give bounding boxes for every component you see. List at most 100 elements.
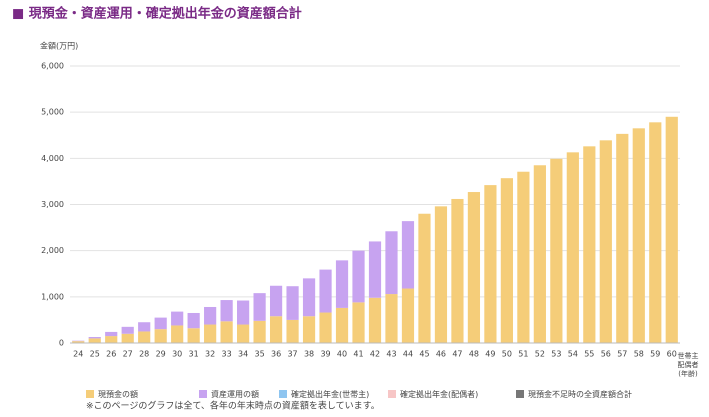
bar: [616, 133, 629, 343]
bar: [665, 116, 678, 344]
bar: [269, 285, 283, 317]
x-tick-label: 43: [386, 350, 396, 359]
bar: [269, 316, 283, 343]
x-tick-label: 56: [601, 350, 611, 359]
x-tick-label: 47: [452, 350, 462, 359]
bar: [335, 307, 349, 343]
x-axis-label: 世帯主: [678, 351, 699, 360]
legend-swatch: [279, 390, 287, 398]
bar: [286, 319, 299, 343]
bar: [237, 300, 250, 325]
x-axis-label: 配偶者: [678, 360, 699, 369]
x-tick-label: 57: [617, 350, 627, 359]
x-tick-label: 31: [189, 350, 199, 359]
x-tick-label: 32: [205, 350, 215, 359]
x-tick-label: 38: [304, 350, 314, 359]
bar: [649, 122, 662, 343]
x-tick-label: 42: [370, 350, 380, 359]
bar: [517, 171, 530, 343]
bar: [319, 269, 332, 313]
x-tick-label: 55: [584, 350, 594, 359]
bar: [484, 185, 497, 343]
legend-swatch: [388, 390, 396, 398]
x-tick-label: 30: [172, 350, 182, 359]
bar: [302, 316, 316, 343]
legend-label: 確定拠出年金(配偶者): [400, 389, 478, 399]
bar: [237, 324, 250, 343]
legend-swatch: [199, 390, 207, 398]
bar: [253, 293, 266, 321]
bar: [401, 288, 415, 343]
bar: [171, 325, 184, 343]
bar: [467, 192, 481, 343]
bar: [368, 241, 382, 298]
x-tick-label: 34: [238, 350, 248, 359]
x-tick-label: 48: [469, 350, 479, 359]
bar: [352, 250, 365, 303]
x-axis-label: (年齢): [678, 369, 698, 378]
bar: [286, 286, 299, 320]
legend-swatch: [516, 390, 524, 398]
bar: [105, 331, 118, 337]
x-tick-label: 60: [667, 350, 677, 359]
bar: [105, 336, 118, 343]
bar: [335, 260, 349, 308]
x-tick-label: 39: [320, 350, 330, 359]
legend-label: 現預金の額: [98, 389, 138, 399]
y-axis-label: 金額(万円): [40, 41, 78, 51]
bar: [187, 312, 200, 329]
bar: [253, 320, 266, 343]
x-tick-label: 46: [436, 350, 446, 359]
x-tick-label: 24: [73, 350, 83, 359]
bar: [401, 221, 415, 289]
bar: [88, 336, 101, 339]
x-tick-label: 58: [634, 350, 644, 359]
x-tick-label: 49: [485, 350, 495, 359]
y-tick-label: 6,000: [41, 62, 64, 71]
bar: [632, 128, 645, 343]
y-tick-label: 3,000: [41, 200, 64, 209]
bar: [121, 333, 134, 343]
bar: [418, 213, 431, 343]
x-tick-label: 27: [123, 350, 133, 359]
bar: [319, 312, 332, 343]
bar: [171, 311, 184, 326]
footnote: ※このページのグラフは全て、各年の年末時点の資産額を表しています。: [86, 400, 380, 412]
bar: [533, 165, 546, 343]
bar: [352, 302, 365, 343]
x-tick-label: 26: [106, 350, 116, 359]
bar: [72, 341, 85, 343]
bar: [550, 158, 563, 343]
bar: [220, 300, 233, 322]
legend-label: 現預金不足時の全資産額合計: [528, 389, 632, 399]
chart-title: ■ 現預金・資産運用・確定拠出年金の資産額合計: [12, 6, 302, 22]
bar: [88, 338, 101, 343]
bar: [451, 198, 464, 343]
y-tick-label: 2,000: [41, 246, 64, 255]
y-tick-label: 1,000: [41, 292, 64, 301]
x-tick-label: 37: [287, 350, 297, 359]
bar: [302, 278, 316, 317]
bar: [220, 321, 233, 343]
x-tick-label: 54: [568, 350, 578, 359]
bar: [154, 329, 167, 343]
x-tick-label: 44: [403, 350, 413, 359]
y-tick-label: 0: [59, 339, 64, 348]
x-tick-label: 50: [502, 350, 512, 359]
bar: [368, 297, 382, 343]
bar: [566, 152, 579, 343]
x-tick-label: 53: [551, 350, 561, 359]
y-tick-label: 5,000: [41, 108, 64, 117]
x-tick-label: 51: [518, 350, 528, 359]
bar: [434, 206, 448, 343]
x-tick-label: 25: [90, 350, 100, 359]
x-tick-label: 28: [139, 350, 149, 359]
x-tick-label: 59: [650, 350, 660, 359]
legend-swatch: [86, 390, 94, 398]
bar: [500, 178, 513, 343]
x-tick-label: 40: [337, 350, 347, 359]
y-tick-label: 4,000: [41, 154, 64, 163]
legend-label: 資産運用の額: [211, 389, 259, 399]
x-tick-label: 45: [419, 350, 429, 359]
bar: [385, 231, 398, 295]
